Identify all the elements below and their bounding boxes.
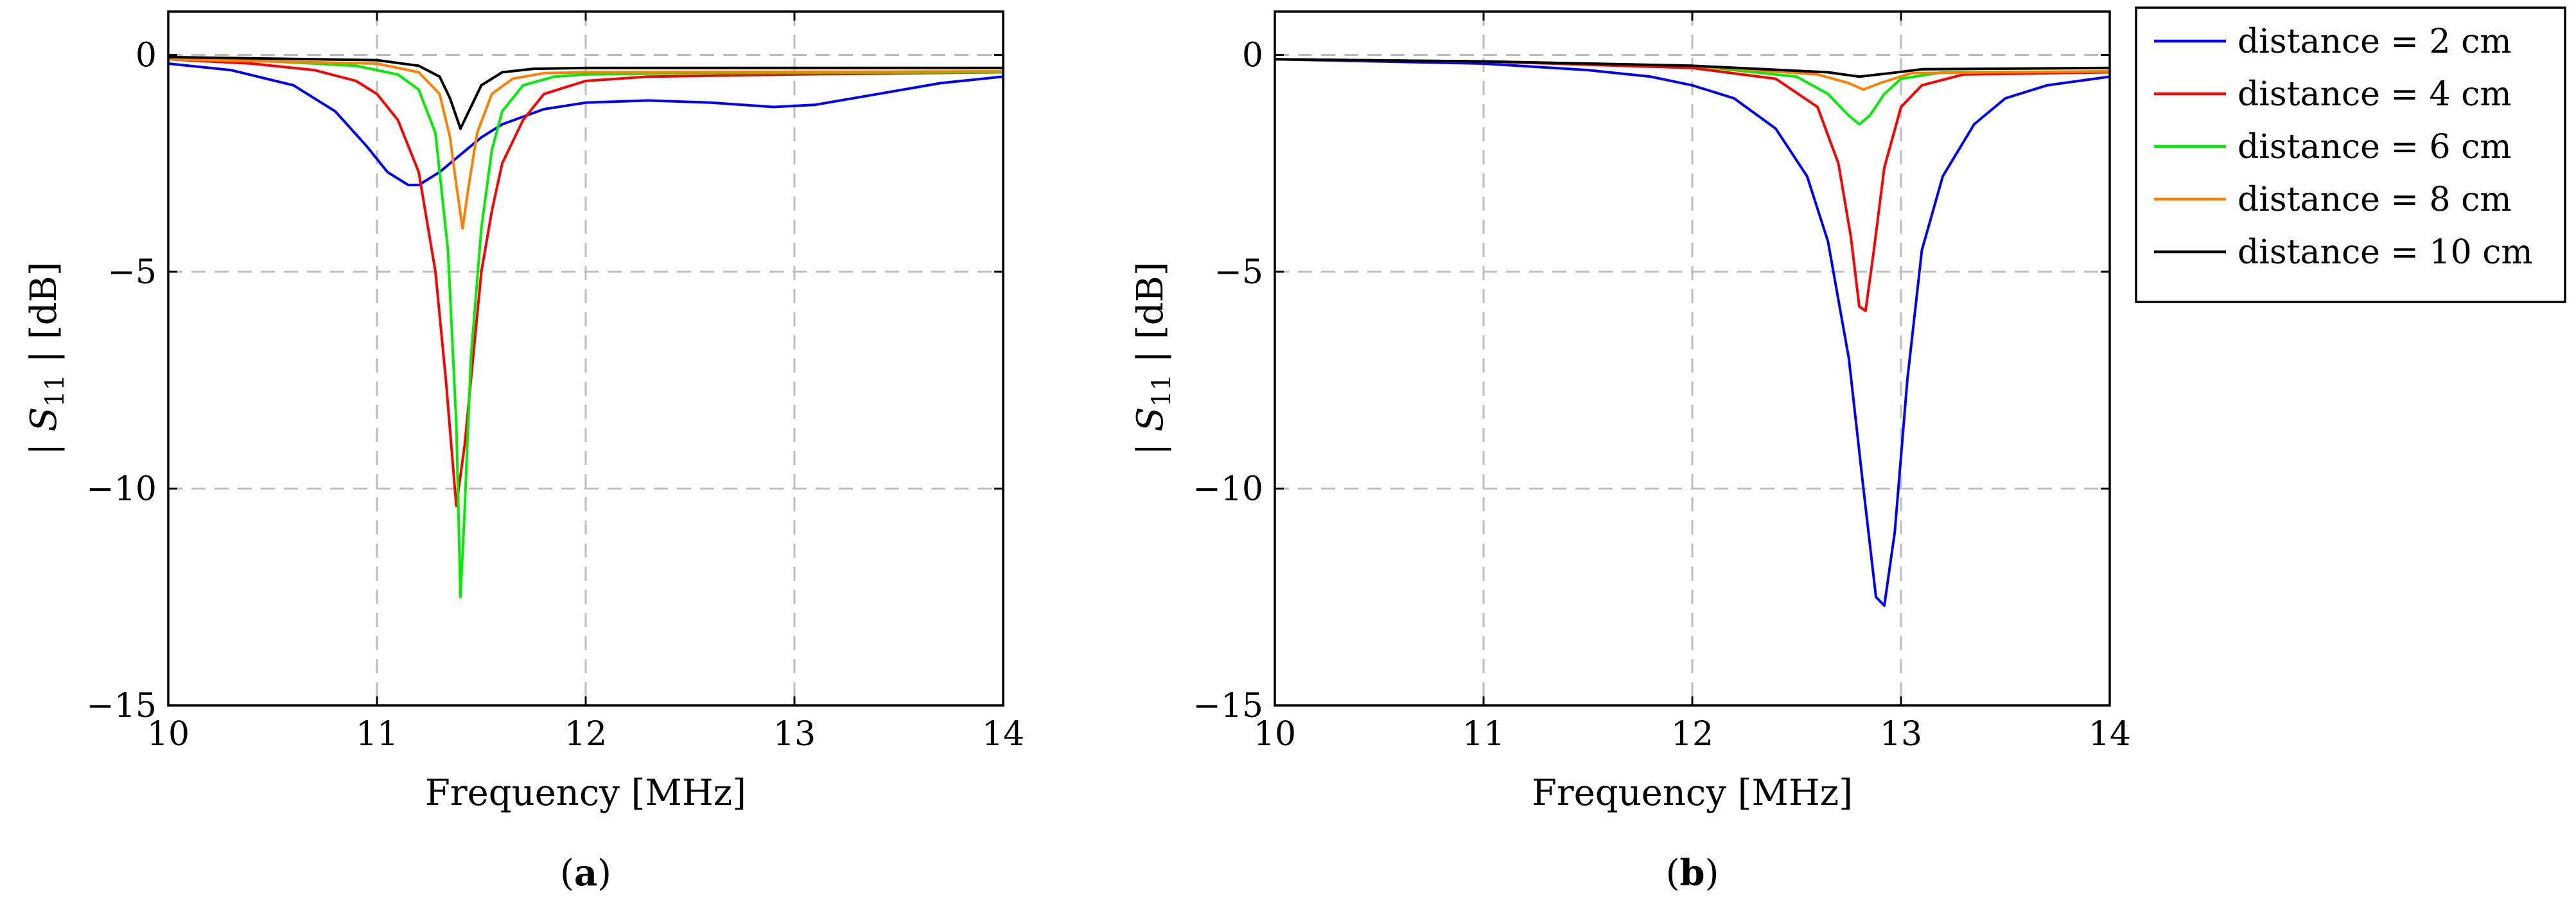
series-line-5 bbox=[168, 55, 1003, 130]
x-tick-label: 14 bbox=[2089, 715, 2131, 754]
series-line-4 bbox=[168, 58, 1003, 230]
x-tick-label: 14 bbox=[982, 715, 1024, 754]
legend-box bbox=[2135, 6, 2566, 303]
y-tick-label: −15 bbox=[86, 687, 157, 725]
x-tick-label: 11 bbox=[1462, 715, 1505, 754]
legend-label-1: distance = 2 cm bbox=[2238, 22, 2512, 61]
legend-label-5: distance = 10 cm bbox=[2238, 233, 2533, 272]
y-axis-label: | S11 | [dB] bbox=[1130, 261, 1177, 455]
series-line-1 bbox=[1275, 58, 2110, 607]
x-tick-label: 10 bbox=[147, 715, 189, 754]
y-axis-label: | S11 | [dB] bbox=[23, 261, 70, 455]
y-tick-label: 0 bbox=[1242, 37, 1263, 75]
x-tick-label: 12 bbox=[565, 715, 607, 754]
x-axis-label: Frequency [MHz] bbox=[425, 772, 746, 814]
series-line-2 bbox=[1275, 58, 2110, 312]
x-axis-label: Frequency [MHz] bbox=[1532, 772, 1853, 814]
series-group bbox=[1275, 58, 2110, 607]
series-line-5 bbox=[1275, 58, 2110, 78]
y-tick-label: 0 bbox=[136, 37, 157, 75]
series-line-1 bbox=[168, 62, 1003, 186]
y-tick-label: −10 bbox=[1193, 470, 1263, 509]
panel-caption: (a) bbox=[560, 852, 611, 894]
legend-label-3: distance = 6 cm bbox=[2238, 128, 2512, 166]
legend-label-2: distance = 4 cm bbox=[2238, 75, 2512, 114]
panel-caption: (b) bbox=[1666, 852, 1719, 894]
chart-panel-b: 10 11 12 13 14 0 −5 −10 −15 Frequency [MHz] | S11 … bbox=[1130, 10, 2131, 894]
y-tick-label: −5 bbox=[107, 253, 157, 292]
x-tick-label: 10 bbox=[1254, 715, 1296, 754]
y-tick-label: −5 bbox=[1214, 253, 1263, 292]
chart-panel-a: 10 11 12 13 14 0 −5 −10 −15 Frequency [MHz] | S11 … bbox=[23, 10, 1024, 894]
y-tick-label: −15 bbox=[1193, 687, 1263, 725]
series-group bbox=[168, 55, 1003, 599]
series-line-2 bbox=[168, 58, 1003, 508]
legend-label-4: distance = 8 cm bbox=[2238, 181, 2512, 219]
legend: distance = 2 cm distance = 4 cm distance =… bbox=[2135, 6, 2566, 303]
x-tick-label: 12 bbox=[1671, 715, 1713, 754]
x-tick-label: 11 bbox=[356, 715, 398, 754]
y-tick-label: −10 bbox=[86, 470, 157, 509]
x-tick-label: 13 bbox=[1880, 715, 1922, 754]
series-line-3 bbox=[168, 58, 1003, 599]
x-tick-label: 13 bbox=[773, 715, 816, 754]
